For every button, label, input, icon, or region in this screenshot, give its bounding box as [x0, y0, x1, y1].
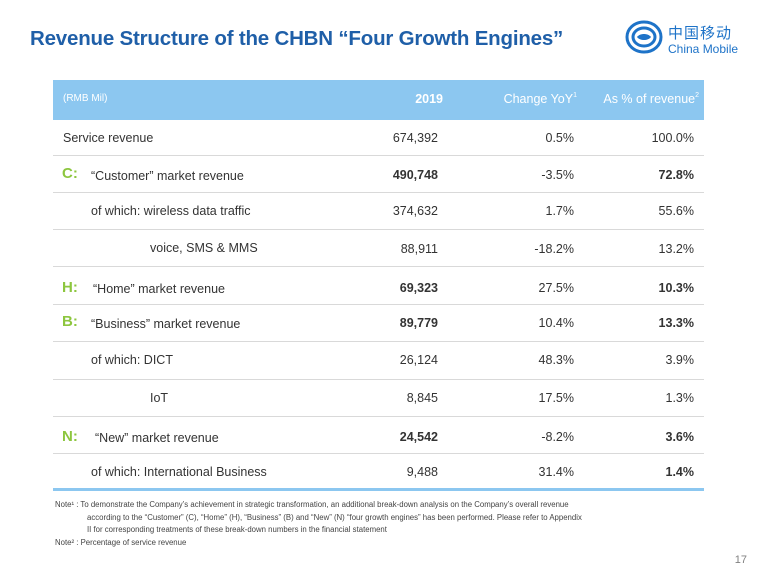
row-label: “Customer” market revenue — [91, 169, 244, 183]
table-header: (RMB Mil) 2019 Change YoY1 As % of reven… — [53, 80, 704, 120]
value-2019: 8,845 — [406, 391, 438, 405]
table-row: N: “New” market revenue 24,542 -8.2% 3.6… — [53, 417, 704, 454]
value-2019: 674,392 — [392, 131, 438, 145]
row-label: of which: International Business — [91, 465, 267, 479]
value-pct: 13.2% — [658, 242, 694, 256]
table-row: voice, SMS & MMS 88,911 -18.2% 13.2% — [53, 230, 704, 267]
table-row: C: “Customer” market revenue 490,748 -3.… — [53, 156, 704, 193]
value-pct: 3.9% — [665, 353, 695, 367]
header-2019: 2019 — [415, 92, 443, 106]
table-row: Service revenue 674,392 0.5% 100.0% — [53, 120, 704, 156]
header-change-yoy: Change YoY1 — [503, 92, 577, 106]
footnote-1: Note¹ : To demonstrate the Company’s ach… — [55, 500, 569, 509]
value-2019: 9,488 — [406, 465, 438, 479]
value-2019: 69,323 — [399, 281, 438, 295]
china-mobile-logo: 中国移动 China Mobile — [624, 14, 750, 62]
footnote-1-cont: II for corresponding treatments of these… — [87, 525, 387, 534]
value-pct: 3.6% — [665, 430, 695, 444]
china-mobile-logo-icon — [625, 20, 663, 54]
value-yoy: 1.7% — [545, 204, 575, 218]
value-pct: 1.4% — [665, 465, 695, 479]
value-yoy: 31.4% — [538, 465, 574, 479]
revenue-table: (RMB Mil) 2019 Change YoY1 As % of reven… — [53, 80, 704, 491]
header-pct-revenue: As % of revenue2 — [603, 92, 699, 106]
row-label: “New” market revenue — [95, 431, 219, 445]
value-pct: 55.6% — [658, 204, 694, 218]
logo-english-text: China Mobile — [668, 42, 739, 56]
value-yoy: 0.5% — [545, 131, 575, 145]
value-yoy: 17.5% — [538, 391, 574, 405]
value-2019: 490,748 — [392, 168, 438, 182]
row-label: of which: wireless data traffic — [91, 204, 251, 218]
page-number: 17 — [734, 554, 747, 566]
page-title: Revenue Structure of the CHBN “Four Grow… — [30, 27, 564, 50]
value-yoy: -8.2% — [541, 430, 574, 444]
value-pct: 72.8% — [658, 168, 694, 182]
footnote-1-cont: according to the “Customer” (C), “Home” … — [87, 512, 582, 522]
row-label: voice, SMS & MMS — [150, 241, 258, 255]
engine-letter: H: — [62, 279, 78, 296]
row-label: Service revenue — [63, 131, 154, 145]
row-label: “Home” market revenue — [93, 282, 225, 296]
value-yoy: 48.3% — [538, 353, 574, 367]
value-pct: 1.3% — [665, 391, 695, 405]
value-2019: 88,911 — [400, 242, 438, 256]
value-2019: 89,779 — [399, 316, 438, 330]
value-yoy: 10.4% — [538, 316, 574, 330]
value-2019: 26,124 — [399, 353, 438, 367]
table-row: of which: wireless data traffic 374,632 … — [53, 193, 704, 230]
table-row: IoT 8,845 17.5% 1.3% — [53, 380, 704, 417]
value-pct: 100.0% — [651, 131, 694, 145]
unit-label: (RMB Mil) — [63, 93, 108, 104]
engine-letter: N: — [62, 428, 78, 445]
row-label: of which: DICT — [91, 353, 173, 367]
footnotes: Note¹ : To demonstrate the Company’s ach… — [55, 499, 582, 549]
value-yoy: -3.5% — [541, 168, 574, 182]
row-label: IoT — [150, 391, 169, 405]
engine-letter: B: — [62, 313, 78, 330]
value-2019: 374,632 — [392, 204, 438, 218]
logo-chinese-text: 中国移动 — [668, 25, 733, 42]
engine-letter: C: — [62, 165, 78, 182]
value-pct: 10.3% — [658, 281, 694, 295]
value-pct: 13.3% — [658, 316, 694, 330]
table-row: H: “Home” market revenue 69,323 27.5% 10… — [53, 267, 704, 305]
table-row: B: “Business” market revenue 89,779 10.4… — [53, 305, 704, 342]
value-2019: 24,542 — [399, 430, 438, 444]
value-yoy: 27.5% — [538, 281, 574, 295]
row-label: “Business” market revenue — [91, 317, 241, 331]
table-row: of which: International Business 9,488 3… — [53, 454, 704, 491]
value-yoy: -18.2% — [534, 242, 574, 256]
table-row: of which: DICT 26,124 48.3% 3.9% — [53, 342, 704, 380]
footnote-2: Note² : Percentage of service revenue — [55, 537, 187, 547]
